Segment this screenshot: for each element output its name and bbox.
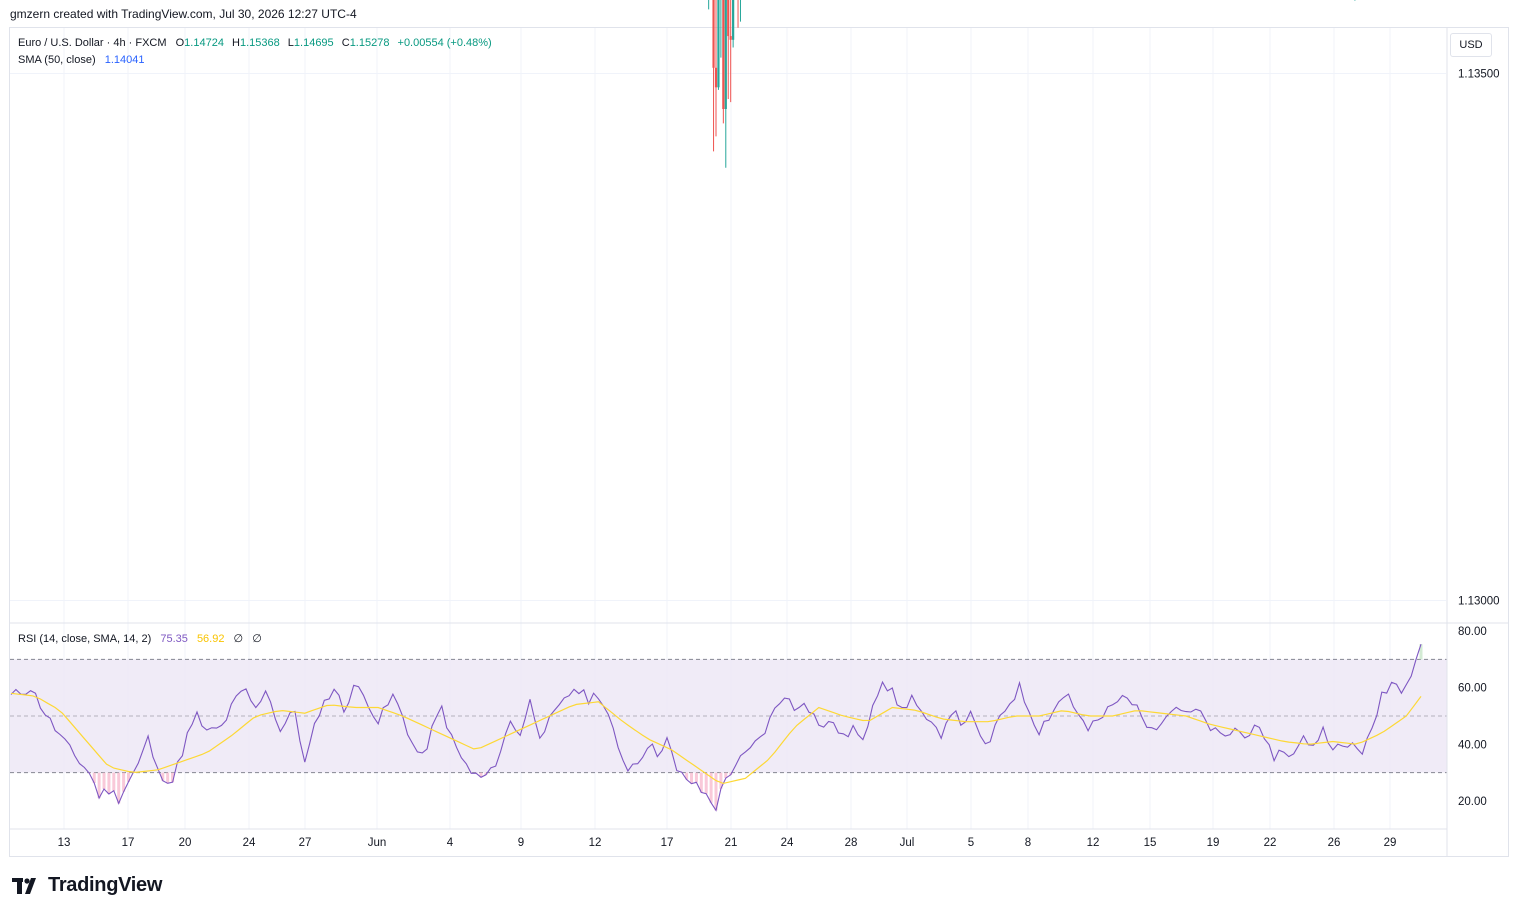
candle-layer — [708, 0, 1356, 168]
rsi-oversold-fill — [484, 772, 488, 775]
rsi-sma-line — [10, 692, 1422, 785]
legend-layer: Euro / U.S. Dollar · 4h · FXCM O1.14724 … — [18, 37, 492, 645]
time-tick-label: Jul — [900, 837, 915, 849]
time-tick-label: 13 — [58, 837, 71, 849]
time-tick-label: 29 — [1384, 837, 1397, 849]
svg-text:SMA (50, close) 1.14041: SMA (50, close) 1.14041 — [18, 54, 144, 66]
rsi-oversold-fill — [171, 772, 175, 783]
time-tick-label: 9 — [518, 837, 524, 849]
candle-body — [724, 0, 727, 110]
rsi-oversold-fill — [694, 772, 698, 783]
rsi-extra-value-2: ∅ — [252, 633, 262, 645]
candle-body — [732, 0, 735, 40]
sma-legend-value: 1.14041 — [105, 54, 145, 66]
candle-body — [727, 0, 730, 37]
rsi-oversold-fill — [704, 772, 708, 794]
low-label: L — [288, 37, 294, 49]
candle-body — [714, 67, 718, 88]
price-tick-label: 1.13000 — [1458, 596, 1500, 608]
rsi-oversold-fill — [97, 772, 101, 799]
svg-text:RSI (14, close, SMA, 14, 2): RSI (14, close, SMA, 14, 2) 75.35 56.92 … — [18, 633, 262, 645]
close-label: C — [342, 37, 350, 49]
rsi-tick-label: 40.00 — [1458, 739, 1487, 751]
time-tick-label: 21 — [725, 837, 738, 849]
axis-layer: 1.180001.175001.170001.165001.155001.145… — [10, 28, 1508, 857]
time-tick-label: 24 — [781, 837, 794, 849]
tradingview-logo-icon — [12, 877, 36, 894]
svg-text:Euro / U.S. Dollar · 4h · FXCM: Euro / U.S. Dollar · 4h · FXCM O1.14724 … — [18, 37, 492, 49]
rsi-legend-label: RSI (14, close, SMA, 14, 2) — [18, 633, 151, 645]
high-value: 1.15368 — [240, 37, 280, 49]
rsi-oversold-fill — [699, 772, 703, 793]
rsi-overbought-fill — [1419, 644, 1423, 660]
rsi-oversold-fill — [122, 772, 126, 792]
change-value: +0.00554 (+0.48%) — [398, 37, 492, 49]
price-tick-label: 1.13500 — [1458, 69, 1500, 81]
tradingview-logo[interactable]: TradingView — [12, 874, 162, 897]
time-tick-label: 12 — [1087, 837, 1100, 849]
time-tick-label: 24 — [243, 837, 256, 849]
time-tick-label: 15 — [1144, 837, 1157, 849]
time-tick-label: 12 — [589, 837, 602, 849]
rsi-tick-label: 80.00 — [1458, 626, 1487, 638]
open-value: 1.14724 — [184, 37, 224, 49]
rsi-legend-value: 75.35 — [160, 633, 188, 645]
rsi-oversold-fill — [719, 772, 723, 789]
tradingview-logo-text: TradingView — [48, 874, 163, 896]
rsi-oversold-fill — [479, 772, 483, 778]
rsi-oversold-fill — [107, 772, 111, 795]
time-tick-label: 5 — [968, 837, 974, 849]
rsi-sma-legend-value: 56.92 — [197, 633, 225, 645]
open-label: O — [176, 37, 185, 49]
chart-credit: gmzern created with TradingView.com, Jul… — [10, 7, 357, 21]
time-tick-label: 26 — [1328, 837, 1341, 849]
rsi-oversold-fill — [724, 772, 728, 779]
time-tick-label: 27 — [299, 837, 312, 849]
rsi-line — [10, 644, 1422, 812]
rsi-oversold-fill — [112, 772, 116, 791]
time-tick-label: Jun — [368, 837, 387, 849]
rsi-oversold-fill — [166, 772, 170, 784]
time-tick-label: 8 — [1025, 837, 1031, 849]
time-tick-label: 20 — [179, 837, 192, 849]
time-tick-label: 19 — [1207, 837, 1220, 849]
high-label: H — [232, 37, 240, 49]
rsi-tick-label: 60.00 — [1458, 683, 1487, 695]
candle-body — [722, 0, 725, 110]
rsi-oversold-fill — [117, 772, 121, 804]
candle-body — [717, 0, 720, 88]
time-tick-label: 17 — [122, 837, 135, 849]
rsi-oversold-fill — [685, 772, 689, 780]
rsi-oversold-fill — [102, 772, 106, 789]
rsi-oversold-fill — [161, 772, 165, 781]
time-tick-label: 4 — [447, 837, 454, 849]
rsi-layer — [10, 644, 1447, 812]
rsi-tick-label: 20.00 — [1458, 796, 1487, 808]
close-value: 1.15278 — [350, 37, 390, 49]
time-tick-label: 28 — [845, 837, 858, 849]
sma-legend-label: SMA (50, close) — [18, 54, 96, 66]
candle-body — [729, 36, 732, 40]
rsi-oversold-fill — [709, 772, 713, 803]
rsi-oversold-fill — [690, 772, 694, 784]
time-tick-label: 22 — [1264, 837, 1277, 849]
currency-button[interactable]: USD — [1450, 33, 1492, 57]
low-value: 1.14695 — [294, 37, 334, 49]
time-tick-label: 17 — [661, 837, 674, 849]
rsi-oversold-fill — [92, 772, 96, 784]
rsi-oversold-fill — [127, 772, 130, 782]
rsi-oversold-fill — [714, 772, 718, 811]
rsi-extra-value-1: ∅ — [234, 633, 244, 645]
symbol-title: Euro / U.S. Dollar · 4h · FXCM — [18, 37, 167, 49]
candle-body — [712, 0, 715, 68]
